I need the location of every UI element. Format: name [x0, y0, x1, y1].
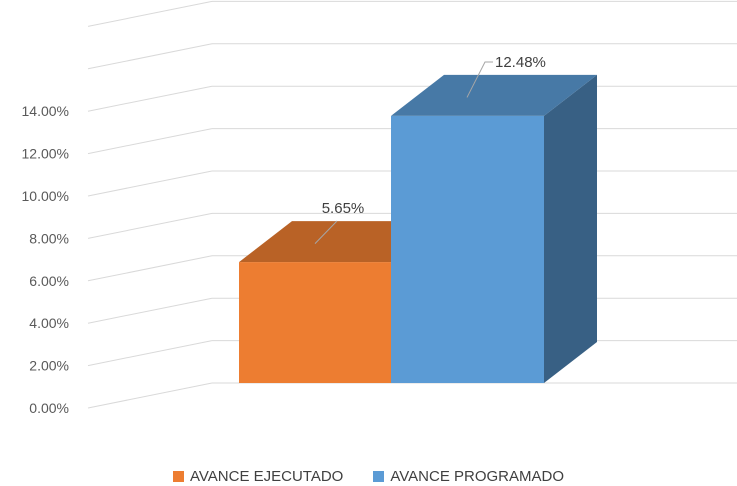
y-tick-label: 12.00% [22, 146, 69, 162]
gridline-side [87, 297, 213, 324]
bar-1 [391, 74, 597, 383]
y-tick-label: 14.00% [22, 103, 69, 119]
y-tick-label: 6.00% [29, 273, 69, 289]
bars [239, 74, 597, 383]
gridline-side [87, 85, 213, 112]
data-label: 12.48% [495, 54, 546, 71]
legend-item-ejecutado: AVANCE EJECUTADO [173, 468, 343, 485]
legend-label-programado: AVANCE PROGRAMADO [390, 467, 564, 485]
y-tick-label: 2.00% [29, 358, 69, 374]
y-tick-label: 0.00% [29, 400, 69, 416]
gridline-side [87, 255, 213, 282]
y-tick-label: 4.00% [29, 315, 69, 331]
y-axis-ticks: 0.00% 2.00% 4.00% 6.00% 8.00% 10.00% 12.00% 14.… [22, 103, 69, 416]
data-label: 5.65% [322, 200, 365, 217]
y-tick-label: 8.00% [29, 230, 69, 246]
gridline-side [87, 43, 213, 70]
gridline-side [87, 340, 213, 367]
bar-front-face [391, 115, 544, 383]
y-tick-label: 10.00% [22, 188, 69, 204]
gridline-side [87, 128, 213, 155]
gridline-side [87, 170, 213, 197]
legend-item-programado: AVANCE PROGRAMADO [373, 468, 564, 485]
data-label-leader [314, 220, 338, 244]
legend-swatch-ejecutado [173, 470, 184, 482]
gridline-side [87, 212, 213, 239]
bar-side-face [544, 74, 597, 383]
bar-top-face [391, 74, 597, 116]
data-labels: 5.65% 12.48% [314, 54, 546, 244]
legend-label-ejecutado: AVANCE EJECUTADO [190, 467, 344, 485]
bar-front-face [239, 262, 391, 383]
legend: AVANCE EJECUTADO AVANCE PROGRAMADO [0, 466, 737, 486]
legend-swatch-programado [373, 470, 385, 482]
gridline-side [87, 382, 213, 409]
data-label-leader [466, 61, 493, 98]
gridline-side [87, 0, 213, 27]
